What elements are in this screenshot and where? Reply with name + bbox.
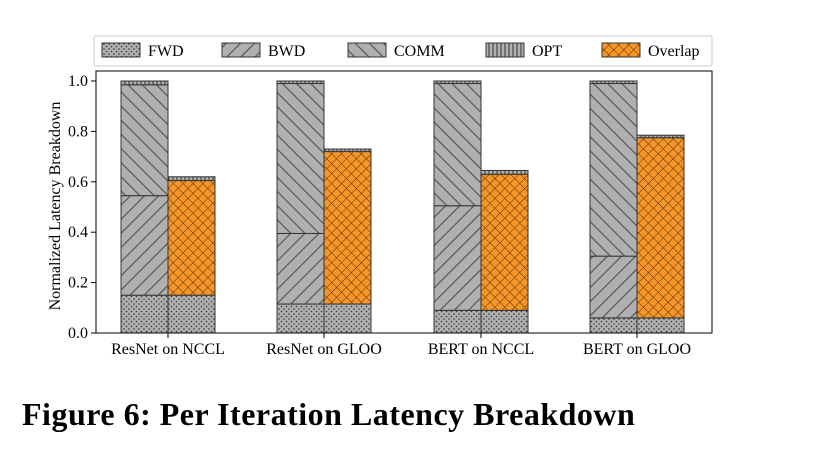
bar-segment-bert-on-gloo-overlap-overlap: [636, 137, 685, 319]
bar-segment-resnet-on-nccl-sequential-fwd: [120, 294, 169, 334]
x-tick-label: ResNet on NCCL: [111, 341, 225, 358]
bar-segment-bert-on-gloo-overlap-opt: [636, 134, 685, 139]
y-axis-label: Normalized Latency Breakdown: [47, 102, 64, 311]
bar-segment-bert-on-nccl-overlap-overlap: [480, 173, 529, 311]
bar-segment-bert-on-gloo-sequential-bwd: [589, 255, 638, 319]
bar-segment-bert-on-nccl-sequential-opt: [433, 80, 482, 85]
legend-swatch-comm: [347, 42, 387, 58]
bar-segment-resnet-on-gloo-sequential-fwd: [276, 303, 325, 334]
bar-segment-resnet-on-nccl-sequential-comm: [120, 84, 169, 197]
bar-segment-bert-on-gloo-overlap-fwd: [636, 317, 685, 334]
bar-segment-resnet-on-nccl-sequential-bwd: [120, 195, 169, 296]
bar-segment-bert-on-gloo-sequential-comm: [589, 83, 638, 257]
legend-swatch-opt: [485, 42, 525, 58]
legend-label-overlap: Overlap: [648, 43, 700, 60]
bar-segment-bert-on-nccl-sequential-comm: [433, 83, 482, 207]
x-tick-label: ResNet on GLOO: [266, 341, 382, 358]
bar-segment-resnet-on-gloo-sequential-bwd: [276, 232, 325, 305]
figure-caption: Figure 6: Per Iteration Latency Breakdow…: [22, 396, 636, 432]
y-axis: 0.0 0.2 0.4 0.6 0.8 1.0: [68, 73, 96, 342]
bar-segment-bert-on-nccl-sequential-fwd: [433, 309, 482, 334]
legend-label-bwd: BWD: [268, 43, 305, 60]
x-axis: ResNet on NCCL ResNet on GLOO BERT on NCCL…: [111, 333, 691, 358]
y-tick-label: 1.0: [68, 73, 88, 90]
y-tick-label: 0.6: [68, 174, 88, 191]
y-tick-label: 0.4: [68, 224, 88, 241]
legend-label-fwd: FWD: [148, 43, 184, 60]
x-tick-label: BERT on GLOO: [583, 341, 691, 358]
y-tick-label: 0.0: [68, 325, 88, 342]
x-tick-label: BERT on NCCL: [428, 341, 534, 358]
bar-segment-bert-on-gloo-sequential-opt: [589, 80, 638, 85]
bar-segment-resnet-on-nccl-sequential-opt: [120, 80, 169, 86]
bar-segment-bert-on-gloo-sequential-fwd: [589, 317, 638, 334]
bar-segment-resnet-on-nccl-overlap-opt: [167, 176, 216, 182]
plot-frame: [95, 70, 713, 334]
bar-segment-bert-on-nccl-overlap-opt: [480, 169, 529, 175]
bar-segment-resnet-on-gloo-overlap-opt: [323, 148, 372, 153]
latency-breakdown-chart: FWD BWD COMM OPT Overlap Normalized Latency …: [47, 35, 713, 358]
bar-segment-resnet-on-nccl-overlap-fwd: [167, 294, 216, 334]
bar-stacks: [120, 80, 685, 334]
bar-segment-resnet-on-nccl-overlap-overlap: [167, 180, 216, 296]
bar-segment-bert-on-nccl-sequential-bwd: [433, 205, 482, 311]
bar-segment-resnet-on-gloo-sequential-comm: [276, 83, 325, 234]
legend-swatch-fwd: [101, 42, 141, 58]
bar-segment-resnet-on-gloo-sequential-opt: [276, 80, 325, 85]
y-tick-label: 0.8: [68, 123, 88, 140]
legend-swatch-overlap: [601, 42, 641, 58]
legend-swatch-bwd: [221, 42, 261, 58]
bar-segment-resnet-on-gloo-overlap-fwd: [323, 303, 372, 334]
bar-segment-bert-on-nccl-overlap-fwd: [480, 309, 529, 334]
bar-segment-resnet-on-gloo-overlap-overlap: [323, 151, 372, 305]
legend: FWD BWD COMM OPT Overlap: [93, 35, 713, 67]
legend-label-opt: OPT: [532, 43, 562, 60]
y-tick-label: 0.2: [68, 275, 88, 292]
legend-label-comm: COMM: [394, 43, 445, 60]
